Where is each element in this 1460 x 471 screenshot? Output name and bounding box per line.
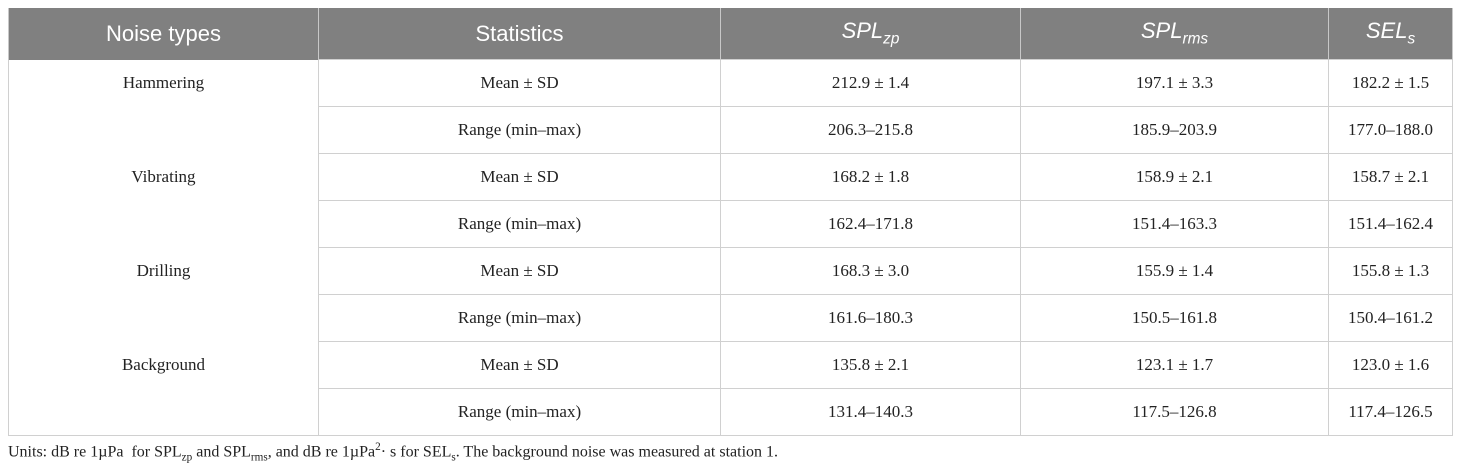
table-cell: 158.9 ± 2.1 xyxy=(1020,153,1329,201)
header-cell: SPLzp xyxy=(720,8,1021,60)
table-cell: Range (min–max) xyxy=(318,388,721,436)
table-cell: 155.8 ± 1.3 xyxy=(1328,247,1453,295)
table-cell: 182.2 ± 1.5 xyxy=(1328,59,1453,107)
footnote-text: and SPL xyxy=(192,443,251,461)
header-main: SPL xyxy=(1140,18,1183,44)
table-cell: 162.4–171.8 xyxy=(720,200,1021,248)
table-cell: 158.7 ± 2.1 xyxy=(1328,153,1453,201)
table-row: Range (min–max) 162.4–171.8 151.4–163.3 151… xyxy=(8,200,1453,248)
table-cell: Range (min–max) xyxy=(318,294,721,342)
table-cell: Background xyxy=(8,341,319,389)
table-row: Range (min–max) 131.4–140.3 117.5–126.8 117… xyxy=(8,388,1453,436)
table-cell: 131.4–140.3 xyxy=(720,388,1021,436)
table-row: Hammering Mean ± SD 212.9 ± 1.4 197.1 ± 3.3… xyxy=(8,59,1453,107)
header-main: SPL xyxy=(841,18,884,44)
table-row: Background Mean ± SD 135.8 ± 2.1 123.1 ± 1.… xyxy=(8,341,1453,389)
header-row: Noise types Statistics SPLzp SPLrms SELs xyxy=(8,8,1453,60)
footnote-sub: rms xyxy=(250,451,268,464)
table-row: Range (min–max) 206.3–215.8 185.9–203.9 177… xyxy=(8,106,1453,154)
table-cell: Mean ± SD xyxy=(318,153,721,201)
header-sub: rms xyxy=(1182,30,1209,48)
table-cell: 123.0 ± 1.6 xyxy=(1328,341,1453,389)
footnote-sub: zp xyxy=(181,451,193,464)
table-cell: 117.5–126.8 xyxy=(1020,388,1329,436)
table-cell: Mean ± SD xyxy=(318,341,721,389)
table-cell: 168.2 ± 1.8 xyxy=(720,153,1021,201)
table-cell: Mean ± SD xyxy=(318,247,721,295)
table-body: Hammering Mean ± SD 212.9 ± 1.4 197.1 ± 3.3… xyxy=(8,59,1453,436)
table-cell xyxy=(8,200,319,248)
footnote-text: . The background noise was measured at s… xyxy=(455,443,779,461)
table-cell: Range (min–max) xyxy=(318,200,721,248)
table-cell: 150.4–161.2 xyxy=(1328,294,1453,342)
table-cell: Mean ± SD xyxy=(318,59,721,107)
table-cell: Drilling xyxy=(8,247,319,295)
header-cell: Noise types xyxy=(8,8,319,60)
table-cell: 197.1 ± 3.3 xyxy=(1020,59,1329,107)
table-cell: 150.5–161.8 xyxy=(1020,294,1329,342)
table-row: Drilling Mean ± SD 168.3 ± 3.0 155.9 ± 1.4 1… xyxy=(8,247,1453,295)
table-cell: 185.9–203.9 xyxy=(1020,106,1329,154)
footnote-sub: s xyxy=(451,451,456,464)
table-cell: Hammering xyxy=(8,59,319,107)
table-cell: 161.6–180.3 xyxy=(720,294,1021,342)
table-row: Vibrating Mean ± SD 168.2 ± 1.8 158.9 ± 2.1… xyxy=(8,153,1453,201)
table-cell: 206.3–215.8 xyxy=(720,106,1021,154)
header-main: SEL xyxy=(1365,18,1408,44)
footnote-text: Units: dB re 1µPa for SPL xyxy=(8,443,182,461)
footnote-text: , and dB re 1µPa xyxy=(267,443,376,461)
table-cell: 155.9 ± 1.4 xyxy=(1020,247,1329,295)
data-table: Noise types Statistics SPLzp SPLrms SELs Ham… xyxy=(8,8,1453,436)
header-cell: Statistics xyxy=(318,8,721,60)
table-cell xyxy=(8,294,319,342)
table-cell: 212.9 ± 1.4 xyxy=(720,59,1021,107)
table-cell: 151.4–163.3 xyxy=(1020,200,1329,248)
table-cell xyxy=(8,388,319,436)
table-cell: Range (min–max) xyxy=(318,106,721,154)
table-cell: 151.4–162.4 xyxy=(1328,200,1453,248)
table-cell: 117.4–126.5 xyxy=(1328,388,1453,436)
table-cell: 177.0–188.0 xyxy=(1328,106,1453,154)
table-cell xyxy=(8,106,319,154)
footnote-text: · s for SEL xyxy=(380,443,452,461)
table-row: Range (min–max) 161.6–180.3 150.5–161.8 150… xyxy=(8,294,1453,342)
table-cell: 168.3 ± 3.0 xyxy=(720,247,1021,295)
footnote-sup: 2 xyxy=(375,441,381,453)
table-cell: Vibrating xyxy=(8,153,319,201)
footnote: Units: dB re 1µPa for SPLzp and SPLrms, … xyxy=(8,441,778,464)
table-cell: 123.1 ± 1.7 xyxy=(1020,341,1329,389)
header-cell: SELs xyxy=(1328,8,1453,60)
header-cell: SPLrms xyxy=(1020,8,1329,60)
header-sub: s xyxy=(1407,30,1416,48)
table-cell: 135.8 ± 2.1 xyxy=(720,341,1021,389)
header-sub: zp xyxy=(883,30,900,48)
